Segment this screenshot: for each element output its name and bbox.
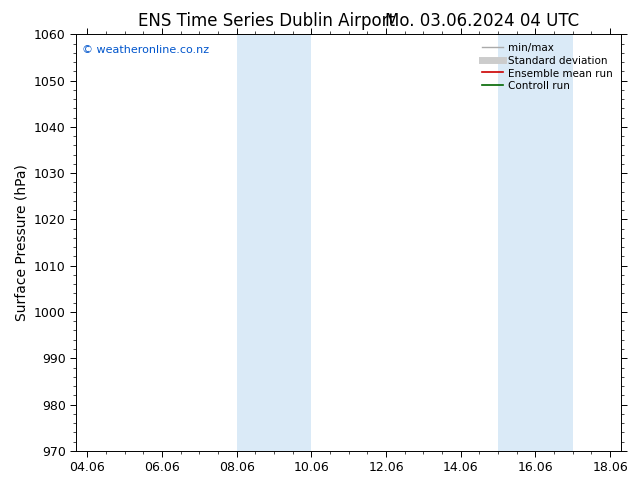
Text: Mo. 03.06.2024 04 UTC: Mo. 03.06.2024 04 UTC [385,12,579,30]
Text: ENS Time Series Dublin Airport: ENS Time Series Dublin Airport [138,12,395,30]
Text: © weatheronline.co.nz: © weatheronline.co.nz [82,45,209,55]
Y-axis label: Surface Pressure (hPa): Surface Pressure (hPa) [14,164,29,321]
Bar [498,34,573,451]
Legend: min/max, Standard deviation, Ensemble mean run, Controll run: min/max, Standard deviation, Ensemble me… [479,40,616,95]
Bar [236,34,311,451]
